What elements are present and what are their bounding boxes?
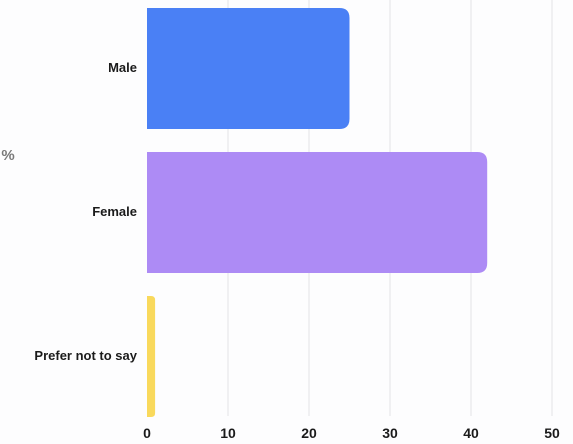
- x-tick-label-50: 50: [544, 425, 560, 441]
- category-labels: Male Female Prefer not to say: [34, 60, 137, 363]
- y-axis-label: %: [1, 147, 14, 164]
- x-tick-label-10: 10: [220, 425, 236, 441]
- x-tick-labels: 0 10 20 30 40 50: [143, 425, 560, 441]
- x-tick-label-30: 30: [382, 425, 398, 441]
- bar-male: [147, 8, 350, 129]
- x-tick-label-20: 20: [301, 425, 317, 441]
- x-tick-label-0: 0: [143, 425, 151, 441]
- x-tick-label-40: 40: [463, 425, 479, 441]
- category-label-male: Male: [108, 60, 137, 75]
- bar-female: [147, 152, 488, 273]
- bar-layer: [147, 8, 488, 417]
- bar-prefer-not-to-say: [147, 296, 156, 417]
- category-label-prefer-not-to-say: Prefer not to say: [34, 348, 137, 363]
- category-label-female: Female: [92, 204, 137, 219]
